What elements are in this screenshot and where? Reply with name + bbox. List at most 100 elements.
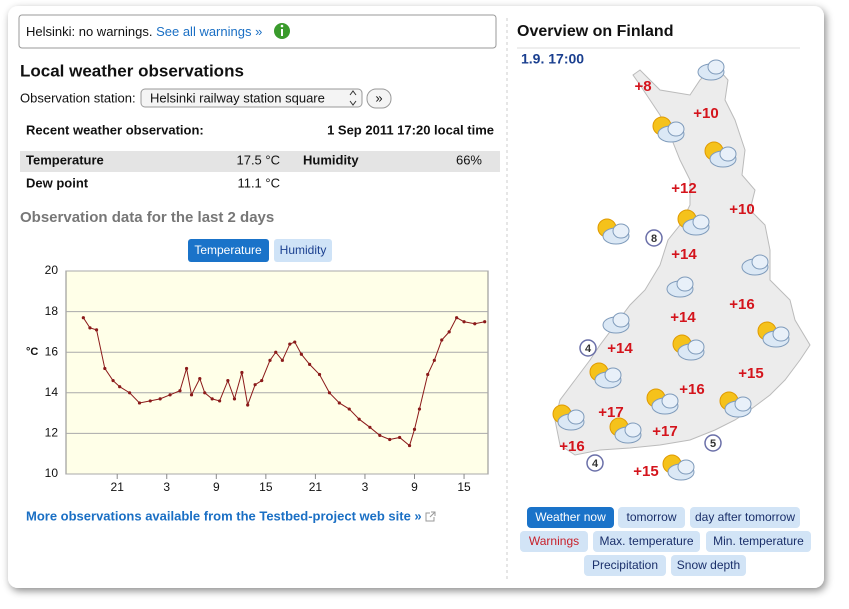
wind-icon [704, 434, 722, 452]
button-text[interactable]: Snow depth [677, 558, 740, 572]
data-point [268, 358, 272, 362]
recent-label: Recent weather observation: [26, 122, 204, 137]
data-point [103, 366, 107, 371]
data-point [178, 389, 182, 393]
y-tick-label: 14 [45, 385, 59, 399]
button-text[interactable]: Warnings [529, 534, 579, 548]
wind-speed: 8 [651, 233, 657, 245]
data-point [111, 379, 115, 383]
temperature-label: +14 [670, 309, 696, 326]
data-point [158, 397, 162, 401]
tab-text[interactable]: Temperature [194, 243, 262, 257]
data-point [417, 407, 422, 411]
x-tick-label: 3 [163, 480, 170, 494]
cell-label: Humidity [303, 152, 359, 167]
data-point [293, 340, 297, 344]
data-point [388, 437, 392, 442]
y-tick-label: 18 [45, 304, 59, 318]
cell-value: 66% [456, 152, 482, 167]
button-text[interactable]: Min. temperature [713, 534, 804, 548]
cloud-icon [707, 59, 725, 75]
recent-time: 1 Sep 2011 17:20 local time [327, 122, 494, 137]
data-point [378, 433, 382, 438]
temperature-label: +10 [729, 201, 754, 218]
wind-speed: 4 [585, 343, 592, 355]
data-point [432, 358, 436, 362]
data-point [118, 385, 122, 389]
cloud-icon [612, 223, 630, 239]
warning-box [18, 14, 497, 49]
wind-icon [645, 229, 663, 247]
data-point [426, 372, 430, 377]
chart-title: Observation data for the last 2 days [20, 209, 274, 226]
y-tick-label: 12 [45, 426, 59, 440]
go-button[interactable] [366, 88, 392, 109]
tab[interactable] [274, 239, 332, 262]
warning-text: Helsinki: no warnings. See all warnings … [26, 24, 262, 39]
cloud-icon [734, 396, 752, 412]
wind-speed: 4 [592, 458, 599, 470]
data-point [357, 417, 361, 421]
data-point [81, 316, 85, 320]
cloud-icon [604, 367, 622, 383]
data-point [347, 407, 351, 411]
station-select[interactable] [140, 88, 363, 108]
warnings-link[interactable]: See all warnings » [156, 24, 262, 39]
cloud-icon [624, 422, 642, 438]
cloud-icon [692, 214, 710, 230]
data-point [455, 316, 459, 320]
button[interactable] [593, 531, 700, 552]
button-text[interactable]: Precipitation [592, 558, 658, 572]
data-point [280, 358, 284, 362]
data-point [232, 397, 237, 401]
data-point [317, 372, 322, 377]
data-point [189, 393, 194, 397]
temperature-label: +16 [729, 296, 754, 313]
wind-icon [579, 339, 597, 357]
x-tick-label: 9 [213, 480, 220, 494]
button-text[interactable]: day after tomorrow [695, 510, 795, 524]
data-point [274, 350, 278, 354]
cloud-icon [676, 276, 694, 292]
overview-time: 1.9. 17:00 [521, 51, 584, 67]
data-point [253, 383, 257, 387]
data-point [198, 376, 202, 381]
button-active[interactable] [527, 507, 614, 528]
temperature-label: +17 [652, 423, 677, 440]
button[interactable] [690, 507, 800, 528]
cell-label: Temperature [26, 152, 104, 167]
info-icon [281, 29, 283, 36]
map-layer: +8 +10 +12 +10 +14 +16 +14 +14 +15 +16 +17 +17 +16 +1… [552, 59, 790, 481]
data-point [398, 435, 402, 440]
button[interactable] [671, 555, 746, 576]
station-select-text[interactable]: Helsinki railway station square [150, 90, 325, 105]
temperature-label: +16 [559, 438, 584, 455]
button[interactable] [618, 507, 685, 528]
data-point [308, 362, 312, 366]
data-point [462, 320, 466, 324]
temperature-label: +14 [671, 246, 697, 263]
button-text[interactable]: tomorrow [626, 510, 676, 524]
button-text[interactable]: Max. temperature [599, 534, 693, 548]
data-point [440, 338, 444, 342]
tab-text[interactable]: Humidity [280, 243, 327, 257]
data-point [226, 379, 230, 383]
data-point [94, 328, 99, 332]
cloud-icon [667, 121, 685, 137]
info-icon [280, 24, 284, 28]
button-text[interactable]: Weather now [535, 510, 606, 524]
temperature-label: +15 [738, 365, 763, 382]
data-point [246, 403, 250, 407]
data-point [412, 427, 417, 431]
button[interactable] [584, 555, 666, 576]
section-title: Local weather observations [20, 61, 244, 80]
tab-active[interactable] [188, 239, 269, 262]
button[interactable] [520, 531, 588, 552]
cloud-icon [612, 312, 630, 328]
x-tick-label: 15 [457, 480, 471, 494]
data-point [240, 370, 244, 375]
go-button-text[interactable]: » [375, 90, 382, 105]
more-link[interactable]: More observations available from the Tes… [26, 508, 422, 523]
button[interactable] [706, 531, 811, 552]
